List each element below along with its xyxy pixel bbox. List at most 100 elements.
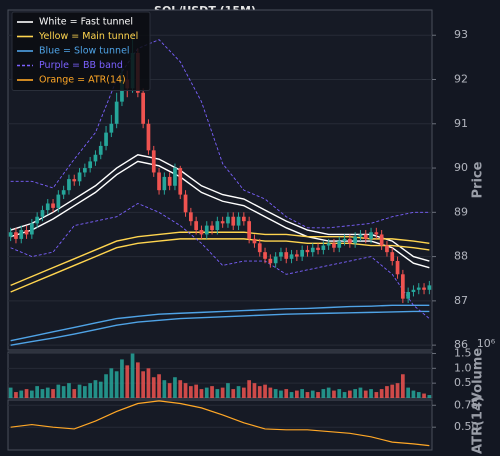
volume-bar (88, 383, 93, 398)
legend-label: Orange = ATR(14) (39, 75, 126, 86)
volume-bar (326, 387, 331, 398)
candle-body (210, 225, 214, 231)
volume-bar (406, 387, 411, 398)
volume-bar (61, 386, 66, 398)
candle-body (411, 289, 416, 293)
candle-body (98, 145, 103, 155)
candle-body (109, 123, 114, 133)
volume-bar (135, 362, 140, 398)
volume-bar (353, 389, 358, 398)
legend-label: Blue = Slow tunnel (39, 46, 130, 57)
volume-bar (82, 386, 87, 398)
volume-bar (252, 383, 257, 398)
candle-body (252, 238, 257, 244)
volume-bar (173, 377, 177, 398)
volume-bar (247, 380, 252, 398)
volume-bar (77, 384, 82, 398)
volume-bar (125, 365, 130, 398)
candle-body (157, 172, 161, 191)
y-tick-label: 89 (454, 205, 468, 218)
y-tick-label: 92 (454, 73, 468, 86)
volume-bar (385, 386, 389, 398)
overlay-line (10, 304, 430, 342)
candle-body (93, 154, 98, 162)
candle-body (61, 190, 66, 195)
volume-bar (400, 374, 405, 398)
volume-bar (263, 384, 267, 398)
candle-body (236, 216, 241, 226)
overlay-line (10, 154, 430, 262)
volume-bar (204, 387, 209, 398)
volume-bar (8, 387, 13, 398)
volume-bar (183, 383, 188, 398)
candle-body (353, 236, 358, 244)
volume-bar (305, 392, 310, 398)
candle-body (305, 249, 310, 253)
candle-body (183, 194, 188, 213)
candle-body (284, 252, 289, 259)
volume-bar (427, 395, 432, 398)
volume-bar (363, 390, 368, 398)
candle-body (363, 234, 368, 239)
candle-body (215, 221, 220, 231)
legend-box (11, 11, 151, 91)
candle-body (24, 230, 29, 235)
candle-body (194, 221, 199, 231)
volume-bar (332, 390, 336, 398)
volume-bar (411, 390, 416, 398)
candle-body (114, 101, 119, 124)
y-tick-label: 0.5 (454, 376, 472, 389)
candle-body (241, 216, 246, 222)
candle-body (263, 252, 267, 259)
candle-body (289, 254, 294, 259)
candle-body (104, 132, 108, 146)
y-axis-label: Price (471, 161, 486, 198)
overlay-line (10, 238, 430, 293)
volume-bar (130, 353, 135, 398)
overlay-line (10, 160, 430, 269)
candle-body (8, 232, 13, 237)
volume-bar (347, 390, 352, 398)
volume-bar (358, 387, 363, 398)
candle-body (406, 292, 411, 299)
y-tick-label: 0.50 (454, 420, 479, 433)
candle-body (188, 212, 193, 222)
candle-body (390, 252, 395, 262)
volume-bar (279, 390, 283, 398)
candle-body (247, 221, 252, 239)
candle-body (416, 287, 421, 290)
volume-bar (162, 380, 167, 398)
candle-body (162, 176, 167, 191)
candle-body (146, 123, 151, 151)
volume-bar (284, 389, 289, 398)
y-axis-label: Volume (471, 348, 486, 403)
candle-body (19, 230, 24, 239)
axis-offset-label: 10⁶ (477, 337, 496, 350)
candle-body (82, 168, 87, 173)
y-tick-label: 91 (454, 117, 468, 130)
candle-body (14, 232, 18, 239)
volume-bar (300, 389, 305, 398)
volume-bar (151, 377, 156, 398)
volume-bar (257, 386, 262, 398)
volume-bar (268, 387, 273, 398)
volume-bar (321, 389, 326, 398)
volume-bar (310, 390, 315, 398)
volume-bar (395, 383, 400, 398)
candle-body (358, 234, 363, 237)
volume-bar (294, 390, 299, 398)
volume-bar (342, 392, 347, 398)
y-axis-label: ATR(14) (471, 396, 486, 454)
legend-label: Yellow = Main tunnel (38, 31, 138, 42)
candle-body (51, 203, 55, 208)
panel (7, 351, 433, 399)
volume-bar (199, 389, 204, 398)
volume-bar (114, 371, 119, 398)
candle-body (379, 234, 384, 246)
volume-bar (29, 390, 34, 398)
candle-body (310, 247, 315, 253)
volume-bar (220, 387, 225, 398)
candle-body (88, 161, 93, 169)
candle-body (326, 243, 331, 246)
